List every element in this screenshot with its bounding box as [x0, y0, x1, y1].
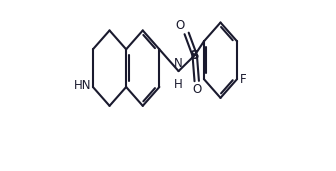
Text: O: O	[176, 19, 185, 32]
Text: S: S	[190, 49, 200, 62]
Text: H: H	[174, 78, 183, 91]
Text: N: N	[174, 57, 183, 70]
Text: O: O	[192, 83, 201, 96]
Text: F: F	[240, 73, 246, 86]
Text: HN: HN	[74, 79, 91, 92]
